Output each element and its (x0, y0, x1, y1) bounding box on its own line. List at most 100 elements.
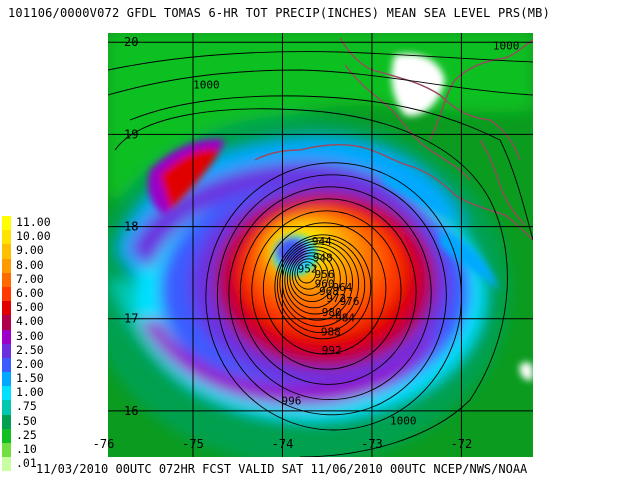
isobar-outer (129, 95, 533, 241)
land-borders (254, 37, 533, 241)
isobar-label: 1000 (193, 78, 220, 91)
legend-item: 9.00 (2, 243, 50, 259)
legend-swatch (2, 329, 11, 344)
legend-item: .75 (2, 399, 50, 415)
precip-legend: 11.00 10.00 9.00 8.00 7.00 6.00 5.00 4.00 3.00 2.… (2, 215, 51, 472)
latitude-label: 18 (124, 220, 138, 234)
isobar-label: 988 (321, 325, 341, 338)
legend-label: 2.50 (16, 342, 44, 357)
latitude-label: 19 (124, 127, 138, 141)
legend-swatch (2, 414, 11, 429)
isobar-label: 976 (340, 295, 360, 308)
legend-label: 6.00 (16, 285, 44, 300)
isobar-ring (294, 258, 323, 290)
isobar-ring (239, 198, 417, 385)
legend-label: 11.00 (16, 215, 51, 229)
legend-swatch (2, 357, 11, 373)
legend-item: 5.00 (2, 300, 50, 316)
legend-label: 5.00 (16, 300, 44, 315)
latitude-label: 20 (124, 35, 138, 49)
legend-item: 4.00 (2, 314, 50, 330)
isobar-ring (296, 261, 317, 284)
legend-swatch (2, 372, 11, 387)
isobar-label: 996 (281, 394, 301, 407)
isobar-ring (286, 249, 341, 309)
legend-swatch (2, 443, 11, 458)
legend-swatch (2, 400, 11, 415)
legend-item: 1.00 (2, 385, 50, 401)
legend-swatch (2, 428, 11, 443)
longitude-labels: -76 -75 -74 -73 -72 (93, 437, 473, 451)
isobar-ring (291, 255, 329, 296)
chart-title: 101106/0000V072 GFDL TOMAS 6-HR TOT PREC… (8, 6, 550, 20)
legend-swatch (2, 216, 11, 231)
legend-item: 8.00 (2, 257, 50, 273)
legend-swatch (2, 386, 11, 401)
isobar-label: 956 (315, 268, 335, 281)
isobar-label: 984 (335, 312, 355, 325)
legend-label: .75 (16, 399, 37, 414)
latitude-label: 16 (124, 404, 138, 418)
lat-lon-grid (108, 33, 533, 457)
isobar-outer (114, 108, 508, 457)
valid-time-footer: 11/03/2010 00UTC 072HR FCST VALID SAT 11… (36, 462, 528, 476)
longitude-label: -73 (361, 437, 383, 451)
latitude-label: 17 (124, 312, 138, 326)
legend-item: 1.50 (2, 371, 50, 387)
isobars (108, 51, 533, 457)
legend-label: 10.00 (16, 229, 51, 244)
legend-item: .50 (2, 413, 50, 429)
isobar-ring (289, 252, 335, 303)
legend-item: .10 (2, 442, 50, 458)
isobar-ring (251, 210, 402, 370)
isobar-label: 944 (312, 235, 332, 248)
legend-label: .10 (16, 442, 37, 456)
isobar-label: 1000 (390, 415, 417, 428)
legend-swatch (2, 244, 11, 259)
longitude-label: -72 (451, 437, 473, 451)
isobar-label: 972 (326, 292, 346, 305)
legend-swatch (2, 230, 11, 245)
longitude-label: -75 (182, 437, 204, 451)
legend-item: 2.50 (2, 342, 50, 358)
legend-item: 2.00 (2, 356, 50, 373)
longitude-label: -76 (93, 437, 115, 451)
legend-swatch (2, 301, 11, 316)
legend-label: 9.00 (16, 243, 44, 258)
isobar-ring (262, 222, 387, 355)
isobar-ring (228, 186, 432, 401)
isobar-labels: 1000100010009969929889849809769729689649… (193, 40, 519, 428)
longitude-label: -74 (272, 437, 294, 451)
legend-label: .50 (16, 413, 37, 428)
isobar-outer (108, 69, 533, 96)
isobar-label: 964 (332, 281, 352, 294)
isobar-label: 980 (322, 306, 342, 319)
isobar-label: 948 (313, 252, 333, 265)
isobar-label: 992 (322, 344, 342, 357)
legend-label: 2.00 (16, 356, 44, 371)
legend-label: .01 (16, 456, 37, 471)
legend-label: 8.00 (16, 257, 44, 272)
isobar-ring (216, 174, 447, 416)
legend-swatch (2, 343, 11, 358)
legend-item: 7.00 (2, 271, 50, 287)
legend-swatch (2, 272, 11, 287)
isobar-label: 952 (298, 263, 318, 276)
isobar-outer (108, 51, 533, 71)
legend-item: 6.00 (2, 285, 50, 302)
legend-item: 10.00 (2, 229, 51, 245)
isobar-ring (284, 246, 347, 315)
legend-label: .25 (16, 427, 37, 442)
isobar-ring (274, 234, 372, 340)
legend-label: 3.00 (16, 328, 44, 343)
legend-swatch (2, 315, 11, 330)
isobar-ring (279, 240, 360, 327)
legend-item: 3.00 (2, 328, 50, 344)
legend-item: .25 (2, 427, 50, 443)
isobar-label: 1000 (493, 40, 520, 53)
legend-swatch (2, 286, 11, 302)
legend-label: 7.00 (16, 271, 44, 286)
legend-swatch (2, 457, 11, 472)
isobar-label: 968 (319, 285, 339, 298)
